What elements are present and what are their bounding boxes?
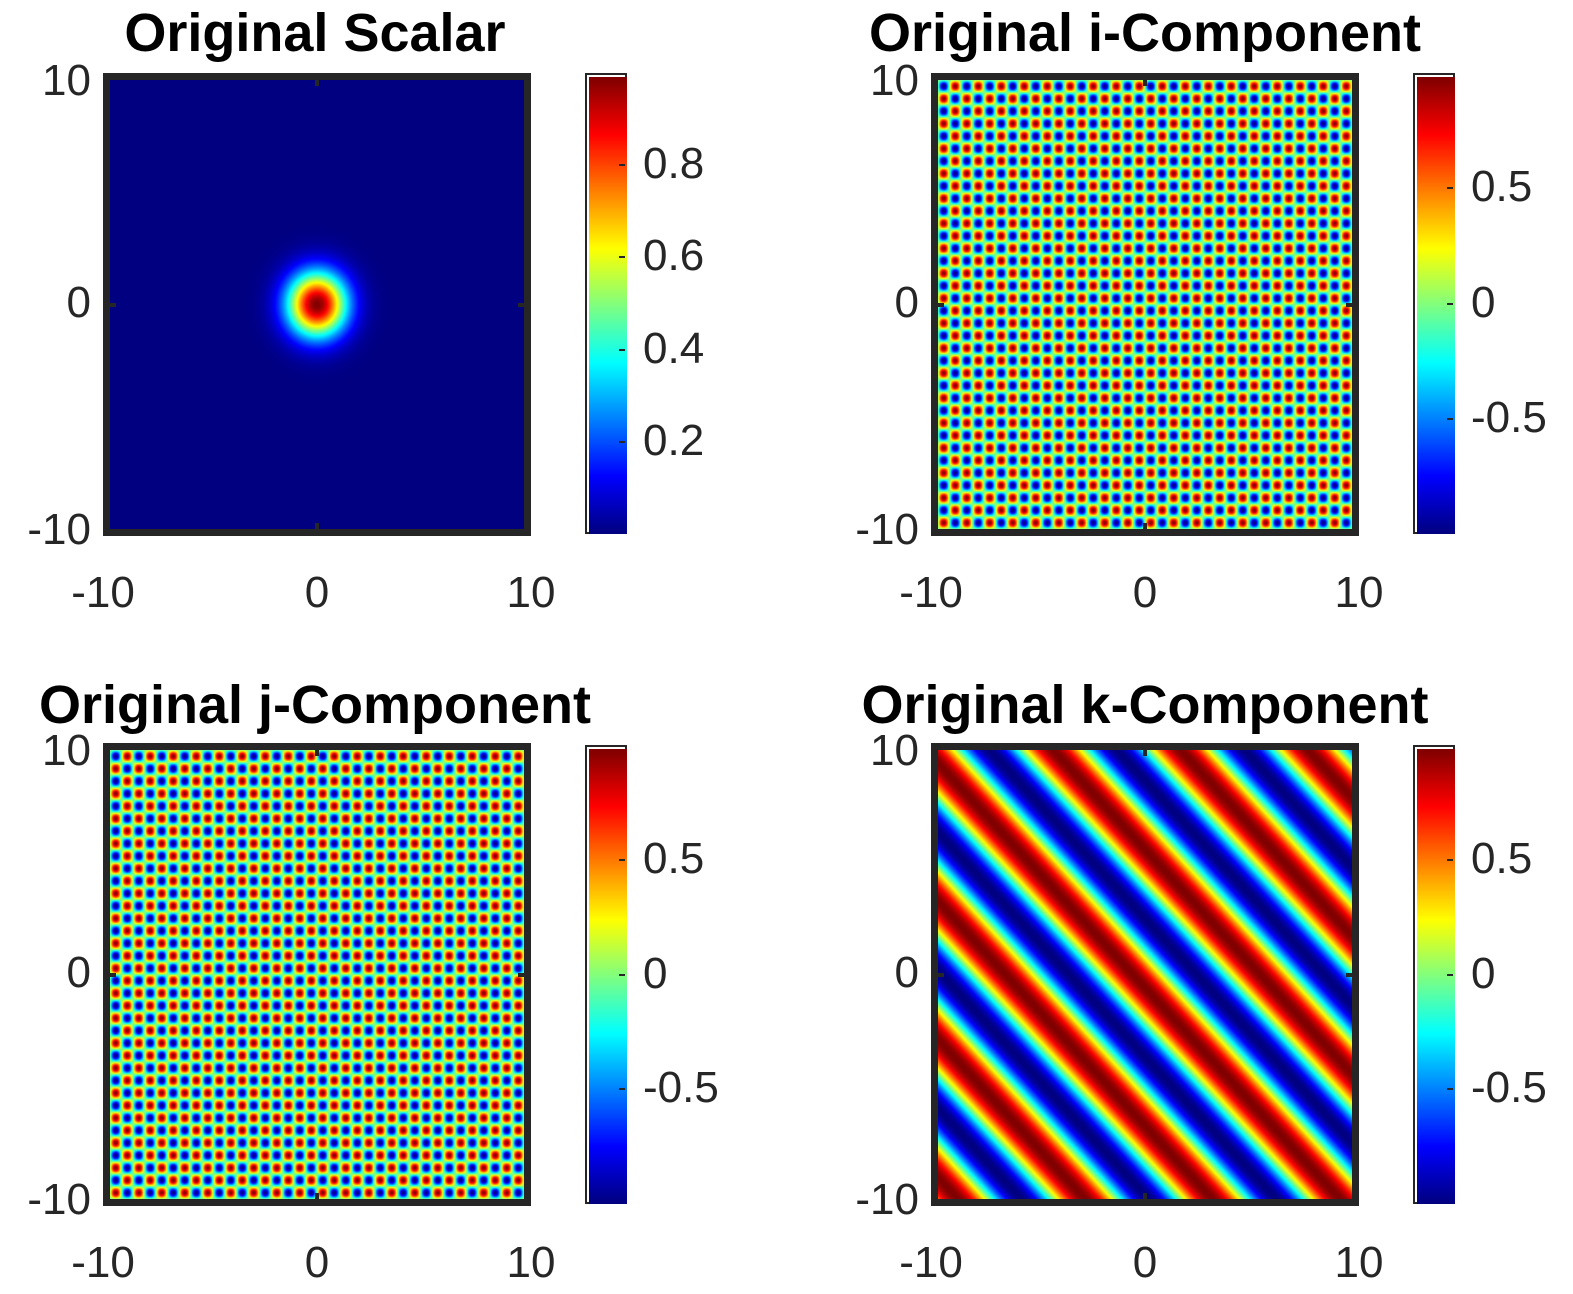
colorbar [1413, 745, 1455, 1204]
colorbar-tick-label: 0.5 [1471, 162, 1533, 212]
colorbar-tick-mark [1447, 302, 1453, 305]
colorbar-tick-label: 0.8 [643, 139, 705, 189]
x-tick-label: 10 [506, 568, 556, 617]
heatmap-image [938, 80, 1352, 529]
colorbar-tick-mark [619, 440, 625, 443]
x-tick-label: 0 [1132, 1238, 1158, 1287]
colorbar-tick-label: -0.5 [1471, 1063, 1547, 1113]
colorbar-tick-mark [619, 348, 625, 351]
colorbar-tick-mark [619, 164, 625, 167]
colorbar-gradient [589, 749, 627, 1204]
colorbar-tick-label: 0.5 [1471, 833, 1533, 883]
x-tick-label: -10 [899, 568, 963, 617]
colorbar-tick-mark [619, 973, 625, 976]
colorbar-tick-mark [1447, 1088, 1453, 1091]
x-tick-label: 0 [304, 1238, 330, 1287]
heatmap-image [110, 750, 524, 1199]
y-tick-label: -10 [855, 1175, 919, 1224]
y-tick-label: -10 [27, 505, 91, 554]
axis-tick-mark [315, 80, 319, 86]
y-tick-label: 0 [66, 947, 91, 997]
axis-tick-mark [315, 523, 319, 529]
colorbar-gradient [589, 77, 627, 534]
chart-title: Original j-Component [39, 675, 591, 735]
x-tick-label: -10 [899, 1238, 963, 1287]
axis-tick-mark [315, 1193, 319, 1199]
y-tick-label: -10 [855, 505, 919, 554]
axis-tick-mark [1143, 80, 1147, 86]
y-tick-label: 0 [66, 277, 91, 327]
heatmap-plot-area [103, 743, 531, 1206]
colorbar-tick-mark [619, 256, 625, 259]
colorbar-tick-mark [1447, 187, 1453, 190]
x-tick-label: -10 [71, 568, 135, 617]
x-tick-label: 10 [1334, 568, 1384, 617]
heatmap-plot-area [931, 743, 1359, 1206]
axis-tick-mark [1143, 1193, 1147, 1199]
y-tick-label: -10 [27, 1175, 91, 1224]
x-tick-label: 0 [1132, 568, 1158, 617]
y-tick-label: 10 [42, 726, 91, 775]
colorbar-tick-label: -0.5 [643, 1063, 719, 1113]
colorbar-tick-label: 0.2 [643, 415, 705, 465]
axis-tick-mark [110, 972, 116, 977]
colorbar-tick-label: 0 [1471, 948, 1496, 998]
y-tick-label: 10 [870, 726, 919, 775]
axis-tick-mark [1346, 972, 1352, 977]
colorbar-gradient [1417, 749, 1455, 1204]
colorbar-tick-mark [619, 1088, 625, 1091]
axis-tick-mark [315, 750, 319, 756]
axis-tick-mark [1346, 302, 1352, 307]
heatmap-plot-area [103, 73, 531, 536]
axis-tick-mark [1143, 750, 1147, 756]
axis-tick-mark [518, 972, 524, 977]
colorbar [585, 745, 627, 1204]
axis-tick-mark [110, 302, 116, 307]
heatmap-plot-area [931, 73, 1359, 536]
chart-title: Original i-Component [869, 3, 1421, 63]
y-tick-label: 10 [42, 56, 91, 105]
colorbar-tick-label: 0 [1471, 277, 1496, 327]
x-tick-label: 0 [304, 568, 330, 617]
heatmap-image [110, 80, 524, 529]
x-tick-label: 10 [1334, 1238, 1384, 1287]
colorbar-tick-label: -0.5 [1471, 392, 1547, 442]
chart-title: Original k-Component [861, 675, 1429, 735]
y-tick-label: 0 [894, 277, 919, 327]
colorbar-tick-mark [1447, 417, 1453, 420]
axis-tick-mark [938, 302, 944, 307]
axis-tick-mark [1143, 523, 1147, 529]
colorbar-tick-label: 0.6 [643, 231, 705, 281]
colorbar-tick-mark [1447, 973, 1453, 976]
chart-title: Original Scalar [124, 3, 506, 63]
colorbar-gradient [1417, 77, 1455, 534]
y-tick-label: 10 [870, 56, 919, 105]
colorbar-tick-label: 0 [643, 948, 668, 998]
y-tick-label: 0 [894, 947, 919, 997]
x-tick-label: 10 [506, 1238, 556, 1287]
x-tick-label: -10 [71, 1238, 135, 1287]
axis-tick-mark [938, 972, 944, 977]
axis-tick-mark [518, 302, 524, 307]
colorbar-tick-mark [1447, 858, 1453, 861]
colorbar-tick-label: 0.5 [643, 833, 705, 883]
heatmap-image [938, 750, 1352, 1199]
colorbar [585, 73, 627, 534]
colorbar-tick-mark [619, 858, 625, 861]
colorbar-tick-label: 0.4 [643, 323, 705, 373]
colorbar [1413, 73, 1455, 534]
